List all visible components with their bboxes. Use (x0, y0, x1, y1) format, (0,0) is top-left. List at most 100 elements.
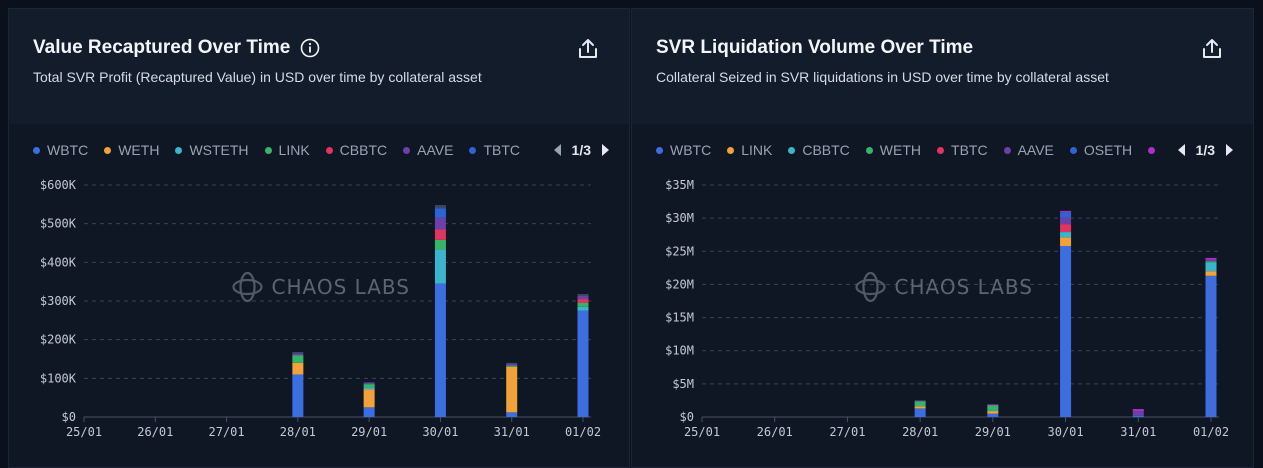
bar-segment[interactable] (506, 364, 518, 366)
bar-segment[interactable] (914, 401, 926, 407)
bar-segment[interactable] (987, 405, 999, 411)
bar-segment[interactable] (987, 410, 999, 412)
pager-prev-icon[interactable] (1176, 143, 1186, 157)
info-icon[interactable] (300, 38, 320, 58)
legend-item[interactable]: WBTC (33, 142, 88, 158)
legend-label: CBBTC (802, 142, 850, 158)
bar-segment[interactable] (292, 362, 304, 375)
legend-item[interactable]: LINK (264, 142, 310, 158)
bar-segment[interactable] (1060, 232, 1072, 238)
bar-segment[interactable] (292, 352, 304, 354)
bar-segment[interactable] (914, 406, 926, 409)
bar-segment[interactable] (506, 412, 518, 417)
legend-item[interactable]: LINK (727, 142, 772, 158)
bar-segment[interactable] (434, 283, 446, 417)
bar-segment[interactable] (1060, 224, 1072, 233)
bar-segment[interactable] (292, 355, 304, 363)
legend-item[interactable]: WSTETH (175, 142, 249, 158)
bar-segment[interactable] (577, 299, 589, 303)
legend-item[interactable]: TBTC (469, 142, 520, 158)
share-icon[interactable] (1201, 37, 1223, 61)
chart-liquidation-volume: $0 $5M $10M $15M $20M $25M $30M $35M CHAOS LABS 2… (665, 178, 1229, 439)
x-tick-label: 25/01 (684, 425, 720, 439)
bar-segment[interactable] (1205, 275, 1217, 417)
bar-segment[interactable] (577, 302, 589, 307)
bar-segment[interactable] (1205, 271, 1217, 276)
bar-segment[interactable] (363, 382, 375, 385)
x-tick-label: 01/02 (1193, 425, 1229, 439)
legend-item[interactable]: CBBTC (788, 142, 850, 158)
bar-segment[interactable] (363, 389, 375, 408)
bar-segment[interactable] (363, 387, 375, 390)
bar-segment[interactable] (363, 407, 375, 417)
chart-legend: WBTC WETH WSTETH LINK CBBTC AAVE TBTC (33, 140, 619, 160)
bar-segment[interactable] (363, 384, 375, 388)
bar-segment[interactable] (914, 408, 926, 417)
legend-label: LINK (278, 142, 310, 158)
legend-label: WETH (879, 142, 922, 158)
y-tick-label: $0 (62, 410, 76, 424)
legend-dot-icon (656, 146, 663, 154)
pager-prev-icon[interactable] (552, 143, 562, 157)
bar-segment[interactable] (987, 411, 999, 414)
bar-segment[interactable] (987, 404, 999, 406)
bar-segment[interactable] (1060, 245, 1072, 417)
bar-segment[interactable] (292, 353, 304, 356)
x-tick-label: 26/01 (137, 425, 173, 439)
panel-subtitle: Total SVR Profit (Recaptured Value) in U… (33, 69, 482, 85)
chaos-labs-logo-icon (232, 271, 263, 303)
legend-dot-icon (175, 146, 183, 154)
pager-next-icon[interactable] (1225, 143, 1235, 157)
legend-item[interactable]: WETH (865, 142, 922, 158)
legend-item[interactable]: CBBTC (325, 142, 387, 158)
x-tick-label: 01/02 (565, 425, 601, 439)
share-icon[interactable] (577, 37, 599, 61)
bar-segment[interactable] (363, 382, 375, 383)
legend-item[interactable]: AAVE (403, 142, 453, 158)
legend-item[interactable]: TBTC (937, 142, 988, 158)
bar-segment[interactable] (434, 229, 446, 240)
bar-segment[interactable] (434, 249, 446, 284)
x-tick-label: 31/01 (1120, 425, 1156, 439)
bar-segment[interactable] (1132, 409, 1144, 412)
bar-segment[interactable] (1205, 259, 1217, 262)
bar-segment[interactable] (577, 295, 589, 300)
bar-segment[interactable] (1060, 210, 1072, 213)
y-tick-label: $100K (40, 371, 77, 385)
x-tick-label: 25/01 (66, 425, 102, 439)
bar-segment[interactable] (577, 294, 589, 296)
legend-item[interactable]: WETH (104, 142, 159, 158)
bar-segment[interactable] (506, 366, 518, 413)
bar-segment[interactable] (577, 310, 589, 417)
legend-item[interactable]: OSETH (1069, 142, 1132, 158)
legend-dot-icon (727, 146, 735, 154)
bar-segment[interactable] (1132, 411, 1144, 416)
y-tick-label: $600K (40, 178, 77, 192)
bar-segment[interactable] (914, 400, 926, 402)
legend-dot-icon (788, 146, 796, 154)
bar-segment[interactable] (292, 374, 304, 417)
bar-segment[interactable] (434, 239, 446, 250)
bar-segment[interactable] (987, 413, 999, 417)
panel-title: SVR Liquidation Volume Over Time (656, 37, 973, 59)
bar-segment[interactable] (1205, 261, 1217, 263)
legend-item[interactable]: AAVE (1003, 142, 1054, 158)
bar-segment[interactable] (506, 365, 518, 367)
bar-segment[interactable] (1060, 237, 1072, 246)
bar-segment[interactable] (434, 217, 446, 230)
bar-segment[interactable] (434, 205, 446, 209)
chaos-labs-logo-icon (855, 271, 886, 303)
bar-segment[interactable] (1205, 262, 1217, 272)
bar-segment[interactable] (434, 208, 446, 218)
pager-next-icon[interactable] (601, 143, 611, 157)
bar-segment[interactable] (577, 306, 589, 311)
bar-segment[interactable] (1205, 257, 1217, 260)
bar-segment[interactable] (506, 362, 518, 365)
legend-item[interactable] (1148, 146, 1156, 154)
bar-segment[interactable] (1132, 415, 1144, 417)
legend-item[interactable]: WBTC (656, 142, 711, 158)
panel-header: Value Recaptured Over Time Total SVR Pro… (9, 9, 629, 124)
y-tick-label: $500K (40, 217, 77, 231)
bar-segment[interactable] (1060, 217, 1072, 225)
bar-segment[interactable] (1060, 212, 1072, 218)
